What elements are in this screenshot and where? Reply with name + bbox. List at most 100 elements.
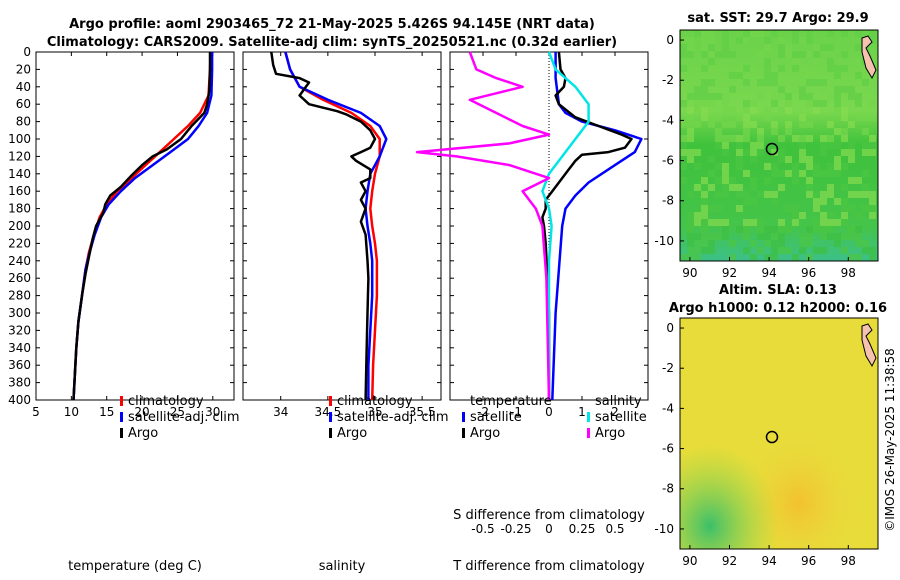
sst-pixel: [806, 37, 813, 44]
depth-tick-label: 320: [8, 323, 31, 337]
legend-swatch-argo: [120, 428, 123, 438]
sst-pixel: [722, 226, 729, 233]
legend-label-satellite-adj: satellite-adj. clim: [128, 410, 240, 425]
sst-pixel: [771, 170, 778, 177]
sst-pixel: [869, 191, 876, 198]
map-y-tick-label: -4: [662, 401, 674, 415]
sla-map-subtitle: Argo h1000: 0.12 h2000: 0.16: [669, 301, 887, 316]
sst-pixel: [764, 226, 771, 233]
depth-tick-label: 300: [8, 306, 31, 320]
map-y-tick-label: -8: [662, 482, 674, 496]
s-difference-label: S difference from climatology: [453, 508, 645, 523]
sst-pixel: [771, 100, 778, 107]
sst-pixel: [820, 100, 827, 107]
depth-tick-label: 0: [23, 45, 31, 59]
sst-pixel: [785, 226, 792, 233]
sst-pixel: [778, 226, 785, 233]
sst-pixel: [848, 254, 855, 261]
sst-pixel: [701, 212, 708, 219]
depth-tick-label: 100: [8, 132, 31, 146]
sst-pixel: [764, 177, 771, 184]
sst-pixel: [792, 37, 799, 44]
sst-pixel: [757, 79, 764, 86]
figure-title-line1: Argo profile: aoml 2903465_72 21-May-202…: [69, 17, 595, 32]
sst-pixel: [855, 240, 862, 247]
depth-tick-label: 20: [16, 62, 31, 76]
series-line-climatology: [284, 51, 381, 401]
map-x-tick-label: 96: [801, 266, 816, 280]
salinity-series: [270, 51, 388, 401]
sst-pixel: [799, 121, 806, 128]
sst-pixel: [869, 149, 876, 156]
sst-pixel: [708, 240, 715, 247]
sst-pixel: [820, 191, 827, 198]
sst-pixel: [743, 100, 750, 107]
sst-pixel: [722, 93, 729, 100]
sst-pixel: [729, 254, 736, 261]
sst-pixel: [743, 149, 750, 156]
sst-pixel: [701, 184, 708, 191]
sst-pixel: [750, 254, 757, 261]
legend-swatch-satellite-adj: [120, 412, 123, 422]
sst-pixel: [799, 135, 806, 142]
sst-pixel: [722, 142, 729, 149]
sst-pixel: [806, 93, 813, 100]
x-tick-label: 0: [545, 405, 553, 419]
map-y-tick-label: -6: [662, 154, 674, 168]
sst-pixel: [820, 233, 827, 240]
sst-pixel: [820, 149, 827, 156]
depth-tick-label: 340: [8, 341, 31, 355]
sst-pixel: [694, 233, 701, 240]
sst-pixel: [813, 170, 820, 177]
sst-pixel: [799, 142, 806, 149]
sst-pixel: [834, 156, 841, 163]
sst-pixel: [680, 177, 687, 184]
imos-watermark: ©IMOS 26-May-2025 11:38:58: [883, 348, 897, 532]
sst-pixel: [687, 212, 694, 219]
difference-panel: -2 -1 0 1 2 -0.5 -0.25 0 0.25 0.5 S difference f…: [415, 51, 649, 574]
sst-pixel: [827, 121, 834, 128]
sst-pixel: [869, 100, 876, 107]
sst-pixel: [848, 121, 855, 128]
map-y-tick-label: -2: [662, 361, 674, 375]
sst-pixel: [855, 233, 862, 240]
sst-pixel: [736, 72, 743, 79]
sst-pixel: [701, 177, 708, 184]
sst-pixel: [687, 121, 694, 128]
x-tick-label: 10: [64, 405, 79, 419]
sst-pixel: [736, 149, 743, 156]
sst-pixel: [778, 156, 785, 163]
temperature-xlabel: temperature (deg C): [68, 559, 202, 574]
salinity-legend: climatology satellite-adj. clim Argo: [329, 394, 449, 441]
sst-pixel: [827, 65, 834, 72]
salinity-xlabel: salinity: [319, 559, 366, 574]
sst-pixel: [750, 107, 757, 114]
sst-pixel: [736, 114, 743, 121]
series-line-temperature-argo: [541, 51, 633, 400]
sst-pixel-texture: [680, 30, 876, 261]
sst-pixel: [764, 44, 771, 51]
sst-pixel: [785, 93, 792, 100]
legend-group-temperature: temperature: [470, 394, 552, 409]
sst-pixel: [862, 184, 869, 191]
sst-pixel: [792, 65, 799, 72]
sst-pixel: [687, 226, 694, 233]
sst-pixel: [855, 226, 862, 233]
sst-pixel: [799, 149, 806, 156]
sst-pixel: [855, 30, 862, 37]
sst-pixel: [841, 51, 848, 58]
sst-pixel: [715, 219, 722, 226]
sst-pixel: [694, 86, 701, 93]
sst-pixel: [764, 107, 771, 114]
sst-pixel: [722, 219, 729, 226]
sst-pixel: [722, 51, 729, 58]
sst-pixel: [841, 212, 848, 219]
sst-pixel: [792, 163, 799, 170]
sst-pixel: [806, 226, 813, 233]
sst-pixel: [722, 149, 729, 156]
sst-pixel: [806, 156, 813, 163]
sst-pixel: [687, 114, 694, 121]
sst-pixel: [701, 233, 708, 240]
map-x-tick-label: 94: [761, 554, 776, 568]
sst-pixel: [764, 114, 771, 121]
